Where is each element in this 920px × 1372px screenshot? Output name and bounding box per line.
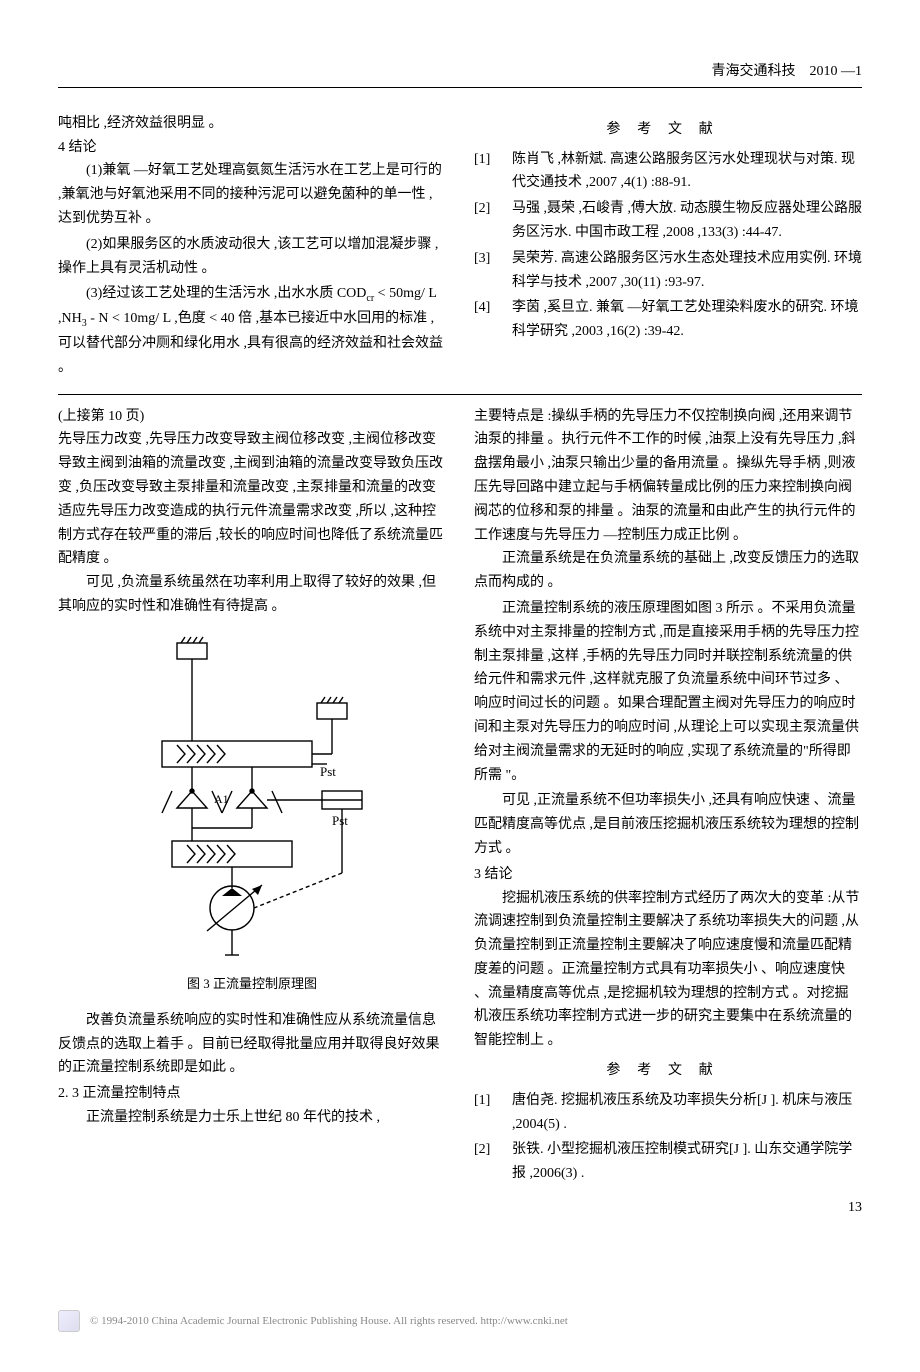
reference-number: [2] <box>474 1138 512 1186</box>
body-text: 正流量控制系统是力士乐上世纪 80 年代的技术 , <box>58 1106 446 1130</box>
reference-item: [2]马强 ,聂荣 ,石峻青 ,傅大放. 动态膜生物反应器处理公路服务区污水. … <box>474 197 862 245</box>
reference-number: [1] <box>474 148 512 196</box>
label-pst2: Pst <box>332 813 348 828</box>
bottom-left-column: (上接第 10 页) 先导压力改变 ,先导压力改变导致主阀位移改变 ,主阀位移改… <box>58 405 446 1189</box>
references-list: [1]唐伯尧. 挖掘机液压系统及功率损失分析[J ]. 机床与液压 ,2004(… <box>474 1089 862 1186</box>
reference-number: [3] <box>474 247 512 295</box>
label-pst1: Pst <box>320 764 336 779</box>
top-left-column: 吨相比 ,经济效益很明显 。 4 结论 (1)兼氧 —好氧工艺处理高氨氮生活污水… <box>58 112 446 382</box>
issue-number: 2010 —1 <box>810 64 863 79</box>
reference-item: [3]吴荣芳. 高速公路服务区污水生态处理技术应用实例. 环境科学与技术 ,20… <box>474 247 862 295</box>
reference-text: 张铁. 小型挖掘机液压控制模式研究[J ]. 山东交通学院学报 ,2006(3)… <box>512 1138 862 1186</box>
reference-item: [1]陈肖飞 ,林新斌. 高速公路服务区污水处理现状与对策. 现代交通技术 ,2… <box>474 148 862 196</box>
bottom-section: (上接第 10 页) 先导压力改变 ,先导压力改变导致主阀位移改变 ,主阀位移改… <box>58 405 862 1189</box>
top-right-column: 参考文献 [1]陈肖飞 ,林新斌. 高速公路服务区污水处理现状与对策. 现代交通… <box>474 112 862 382</box>
body-text: 改善负流量系统响应的实时性和准确性应从系统流量信息反馈点的选取上着手 。目前已经… <box>58 1009 446 1080</box>
body-text: 吨相比 ,经济效益很明显 。 <box>58 112 446 136</box>
figure-3-diagram: Pst Pst A1 <box>122 633 382 963</box>
references-heading: 参考文献 <box>474 118 862 142</box>
reference-number: [1] <box>474 1089 512 1137</box>
references-heading: 参考文献 <box>474 1059 862 1083</box>
body-text: (1)兼氧 —好氧工艺处理高氨氮生活污水在工艺上是可行的 ,兼氧池与好氧池采用不… <box>58 159 446 230</box>
publisher-icon <box>58 1310 80 1332</box>
section-heading: 4 结论 <box>58 136 446 160</box>
reference-item: [1]唐伯尧. 挖掘机液压系统及功率损失分析[J ]. 机床与液压 ,2004(… <box>474 1089 862 1137</box>
reference-text: 陈肖飞 ,林新斌. 高速公路服务区污水处理现状与对策. 现代交通技术 ,2007… <box>512 148 862 196</box>
reference-number: [2] <box>474 197 512 245</box>
page-number: 13 <box>58 1196 862 1220</box>
body-text: 正流量控制系统的液压原理图如图 3 所示 。不采用负流量系统中对主泵排量的控制方… <box>474 597 862 787</box>
label-a1: A1 <box>214 792 229 806</box>
page-footer: © 1994-2010 China Academic Journal Elect… <box>58 1310 862 1332</box>
body-text: 可见 ,负流量系统虽然在功率利用上取得了较好的效果 ,但其响应的实时性和准确性有… <box>58 571 446 619</box>
body-text: 正流量系统是在负流量系统的基础上 ,改变反馈压力的选取点而构成的 。 <box>474 547 862 595</box>
page-header: 青海交通科技 2010 —1 <box>58 60 862 88</box>
body-text: 主要特点是 :操纵手柄的先导压力不仅控制换向阀 ,还用来调节油泵的排量 。执行元… <box>474 405 862 548</box>
continuation-note: (上接第 10 页) <box>58 405 446 429</box>
body-text: (3)经过该工艺处理的生活污水 ,出水水质 CODcr < 50mg/ L ,N… <box>58 282 446 379</box>
bottom-right-column: 主要特点是 :操纵手柄的先导压力不仅控制换向阀 ,还用来调节油泵的排量 。执行元… <box>474 405 862 1189</box>
body-text: 先导压力改变 ,先导压力改变导致主阀位移改变 ,主阀位移改变导致主阀到油箱的流量… <box>58 428 446 571</box>
reference-item: [4]李茵 ,奚旦立. 兼氧 —好氧工艺处理染料废水的研究. 环境科学研究 ,2… <box>474 296 862 344</box>
top-section: 吨相比 ,经济效益很明显 。 4 结论 (1)兼氧 —好氧工艺处理高氨氮生活污水… <box>58 112 862 395</box>
reference-text: 马强 ,聂荣 ,石峻青 ,傅大放. 动态膜生物反应器处理公路服务区污水. 中国市… <box>512 197 862 245</box>
body-text: 可见 ,正流量系统不但功率损失小 ,还具有响应快速 、流量匹配精度高等优点 ,是… <box>474 789 862 860</box>
journal-name: 青海交通科技 <box>712 64 796 79</box>
figure-caption: 图 3 正流量控制原理图 <box>58 973 446 995</box>
body-text: 挖掘机液压系统的供率控制方式经历了两次大的变革 :从节流调速控制到负流量控制主要… <box>474 887 862 1054</box>
subsection-heading: 2. 3 正流量控制特点 <box>58 1082 446 1106</box>
footer-text: © 1994-2010 China Academic Journal Elect… <box>90 1312 568 1331</box>
references-list: [1]陈肖飞 ,林新斌. 高速公路服务区污水处理现状与对策. 现代交通技术 ,2… <box>474 148 862 344</box>
reference-number: [4] <box>474 296 512 344</box>
reference-text: 吴荣芳. 高速公路服务区污水生态处理技术应用实例. 环境科学与技术 ,2007 … <box>512 247 862 295</box>
reference-text: 唐伯尧. 挖掘机液压系统及功率损失分析[J ]. 机床与液压 ,2004(5) … <box>512 1089 862 1137</box>
body-text: (2)如果服务区的水质波动很大 ,该工艺可以增加混凝步骤 ,操作上具有灵活机动性… <box>58 233 446 281</box>
reference-item: [2]张铁. 小型挖掘机液压控制模式研究[J ]. 山东交通学院学报 ,2006… <box>474 1138 862 1186</box>
section-heading: 3 结论 <box>474 863 862 887</box>
reference-text: 李茵 ,奚旦立. 兼氧 —好氧工艺处理染料废水的研究. 环境科学研究 ,2003… <box>512 296 862 344</box>
